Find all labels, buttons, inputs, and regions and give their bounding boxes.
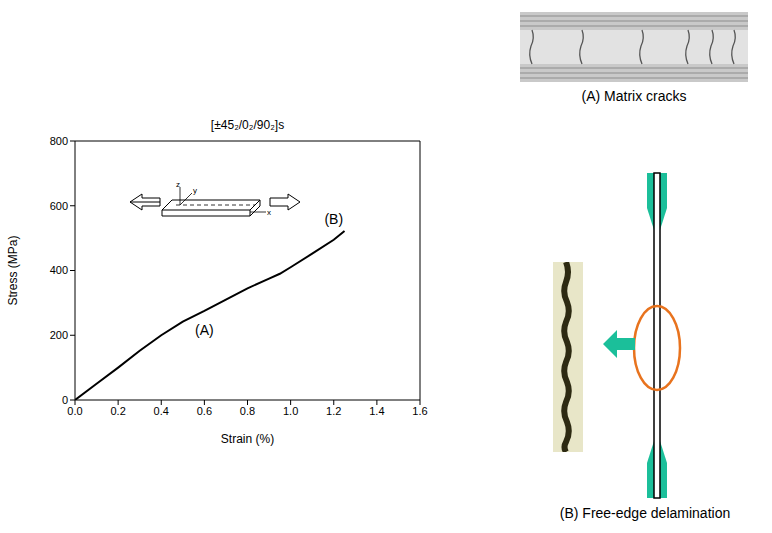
svg-text:0.4: 0.4 (154, 405, 169, 417)
svg-text:800: 800 (50, 135, 68, 147)
svg-text:0: 0 (62, 394, 68, 406)
svg-text:0.8: 0.8 (240, 405, 255, 417)
svg-text:(A): (A) (195, 322, 214, 338)
svg-text:1.0: 1.0 (283, 405, 298, 417)
svg-text:x: x (267, 208, 271, 217)
svg-text:Stress (MPa): Stress (MPa) (6, 235, 20, 305)
svg-text:(B): (B) (324, 211, 343, 227)
svg-text:Strain (%): Strain (%) (221, 432, 274, 446)
html-text:(A) Matrix cracks: (A) Matrix cracks (581, 88, 687, 104)
svg-text:y: y (193, 186, 197, 195)
svg-text:400: 400 (50, 264, 68, 276)
svg-text:0.0: 0.0 (67, 405, 82, 417)
svg-text:0.6: 0.6 (197, 405, 212, 417)
html-text:(B) Free-edge delamination: (B) Free-edge delamination (559, 505, 731, 521)
html-text:[±45₂/0₂/90₂]s: [±45₂/0₂/90₂]s (210, 118, 285, 132)
svg-text:z: z (176, 180, 180, 189)
svg-text:0.2: 0.2 (110, 405, 125, 417)
svg-text:200: 200 (50, 329, 68, 341)
svg-text:1.4: 1.4 (369, 405, 384, 417)
svg-text:600: 600 (50, 200, 68, 212)
svg-text:1.2: 1.2 (326, 405, 341, 417)
svg-text:1.6: 1.6 (412, 405, 427, 417)
